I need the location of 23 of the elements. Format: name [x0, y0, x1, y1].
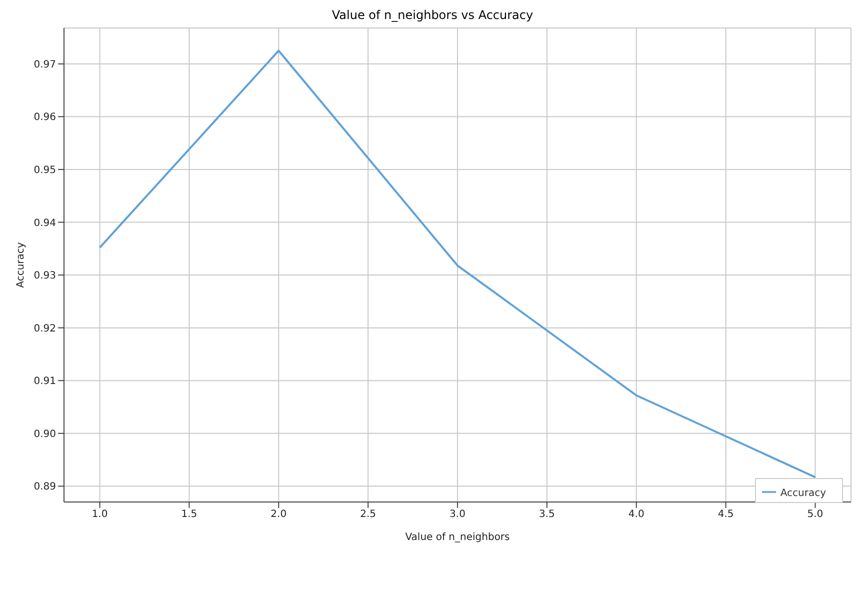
x-axis-title: Value of n_neighbors: [405, 532, 510, 543]
x-tick-label: 2.0: [270, 509, 287, 520]
x-tick-label: 3.0: [450, 509, 466, 520]
y-tick-label: 0.90: [34, 428, 56, 440]
y-tick-label: 0.97: [34, 59, 56, 70]
x-tick-label: 4.5: [718, 509, 734, 520]
y-axis-title: Accuracy: [16, 242, 27, 288]
x-tick-label: 1.5: [181, 509, 198, 520]
x-tick-label: 3.5: [538, 509, 555, 520]
y-tick-label: 0.92: [34, 323, 56, 334]
y-tick-label: 0.89: [34, 482, 56, 493]
chart-title: Value of n_neighbors vs Accuracy: [330, 8, 534, 24]
x-tick-label: 2.5: [360, 509, 376, 520]
y-tick-label: 0.94: [34, 218, 56, 229]
y-tick-label: 0.93: [34, 270, 56, 282]
x-tick-label: 4.0: [628, 509, 644, 520]
y-tick-label: 0.96: [34, 112, 56, 124]
y-tick-label: 0.95: [34, 165, 56, 176]
y-tick-label: 0.91: [34, 376, 56, 388]
x-tick-label: 5.0: [807, 509, 824, 520]
legend-label: Accuracy: [780, 488, 826, 499]
x-tick-label: 1.0: [92, 509, 108, 520]
line-series: [98, 50, 816, 478]
